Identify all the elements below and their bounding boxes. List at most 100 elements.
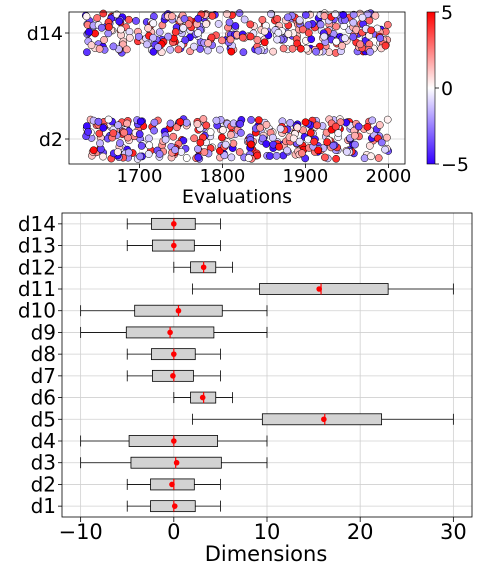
- box-mean-marker: [199, 394, 206, 401]
- scatter-point-d2: [381, 145, 389, 154]
- scatter-point-d14: [117, 25, 125, 34]
- scatter-point-d14: [316, 20, 325, 29]
- boxplot-y-tick-label: d6: [31, 386, 56, 410]
- scatter-x-tick-label: 2000: [366, 166, 412, 187]
- boxplot-y-tick-label: d5: [31, 407, 56, 431]
- scatter-point-d2: [268, 133, 277, 142]
- scatter-point-d14: [295, 16, 304, 25]
- scatter-point-d2: [374, 154, 383, 162]
- scatter-point-d14: [87, 41, 96, 50]
- scatter-point-d2: [313, 121, 321, 130]
- scatter-point-d2: [331, 122, 340, 131]
- scatter-point-d14: [258, 15, 267, 24]
- colorbar-gradient: [426, 11, 436, 165]
- box-mean-marker: [171, 242, 177, 249]
- scatter-point-d2: [171, 146, 179, 154]
- scatter-point-d2: [383, 115, 392, 124]
- scatter-point-d14: [339, 10, 348, 19]
- scatter-point-d2: [116, 139, 124, 147]
- scatter-point-d2: [150, 126, 158, 135]
- scatter-point-d2: [247, 140, 255, 149]
- scatter-point-d2: [258, 134, 267, 143]
- boxplot-y-tick-label: d10: [18, 299, 56, 323]
- scatter-point-d2: [145, 141, 154, 150]
- scatter-point-d14: [99, 9, 108, 18]
- scatter-point-d2: [368, 116, 377, 125]
- scatter-point-d2: [94, 117, 103, 126]
- scatter-x-tick-label: 1800: [200, 166, 246, 187]
- scatter-point-d14: [194, 14, 203, 23]
- box-d14: [126, 217, 221, 230]
- scatter-point-d14: [274, 28, 283, 37]
- scatter-point-d2: [244, 154, 253, 162]
- scatter-point-d14: [349, 33, 358, 41]
- scatter-point-d14: [246, 32, 255, 41]
- scatter-point-d2: [321, 153, 329, 162]
- box-mean-marker: [316, 286, 322, 292]
- scatter-point-d14: [260, 27, 269, 36]
- scatter-point-d2: [314, 146, 323, 155]
- scatter-point-d2: [202, 121, 211, 130]
- scatter-point-d2: [350, 131, 359, 140]
- boxplot-grid: [62, 213, 472, 517]
- scatter-point-d14: [179, 24, 188, 32]
- box-d6: [173, 391, 233, 404]
- scatter-point-d14: [215, 45, 224, 54]
- box-iqr: [259, 283, 389, 295]
- scatter-point-d14: [304, 29, 313, 37]
- scatter-point-d14: [240, 15, 249, 24]
- scatter-point-d14: [174, 45, 183, 54]
- scatter-point-d14: [124, 15, 133, 24]
- scatter-point-d14: [279, 44, 288, 53]
- box-mean-marker: [173, 459, 180, 466]
- scatter-point-d2: [247, 116, 255, 124]
- scatter-point-d2: [136, 152, 144, 161]
- scatter-point-d14: [358, 13, 367, 22]
- scatter-point-d2: [301, 118, 310, 127]
- scatter-point-d14: [341, 34, 349, 43]
- scatter-point-d14: [239, 48, 248, 57]
- scatter-point-d2: [166, 119, 175, 128]
- box-d13: [126, 239, 221, 252]
- scatter-point-d14: [246, 20, 255, 29]
- scatter-y-ticks: d2 d14: [27, 23, 69, 151]
- scatter-point-d14: [214, 20, 223, 28]
- box-mean-marker: [200, 264, 207, 271]
- box-mean-marker: [171, 503, 178, 509]
- box-d11: [192, 283, 454, 295]
- scatter-point-d14: [122, 45, 131, 54]
- scatter-point-d14: [376, 34, 385, 42]
- boxplot-x-tick-label: −10: [58, 520, 102, 544]
- scatter-point-d2: [194, 145, 202, 153]
- boxplot-x-tick-label: 20: [347, 520, 374, 544]
- scatter-point-d2: [96, 139, 104, 148]
- box-d7: [126, 369, 221, 382]
- scatter-point-d14: [149, 19, 158, 28]
- boxplot-y-tick-label: d2: [31, 472, 56, 496]
- box-mean-marker: [171, 438, 177, 444]
- scatter-point-d2: [360, 154, 369, 163]
- box-d9: [80, 326, 268, 339]
- scatter-point-d2: [227, 153, 236, 162]
- scatter-point-d14: [226, 35, 235, 44]
- scatter-point-d14: [320, 32, 329, 41]
- scatter-point-d2: [253, 151, 262, 160]
- scatter-point-d2: [334, 129, 343, 138]
- scatter-point-d14: [338, 42, 346, 50]
- boxplot-y-tick-label: d14: [18, 212, 56, 236]
- scatter-x-tick-label: 1700: [117, 166, 163, 187]
- scatter-point-d14: [132, 17, 140, 25]
- scatter-point-d2: [109, 129, 118, 137]
- scatter-point-d2: [135, 130, 144, 138]
- box-d12: [173, 261, 233, 274]
- scatter-point-d14: [227, 47, 236, 56]
- scatter-point-d2: [276, 124, 285, 133]
- box-mean-marker: [171, 221, 177, 227]
- scatter-point-d2: [375, 121, 384, 129]
- scatter-point-d14: [296, 44, 305, 53]
- scatter-point-d2: [306, 129, 315, 137]
- scatter-point-d14: [365, 16, 374, 25]
- boxplot-x-axis-label: Dimensions: [205, 542, 328, 566]
- box-d8: [126, 348, 221, 361]
